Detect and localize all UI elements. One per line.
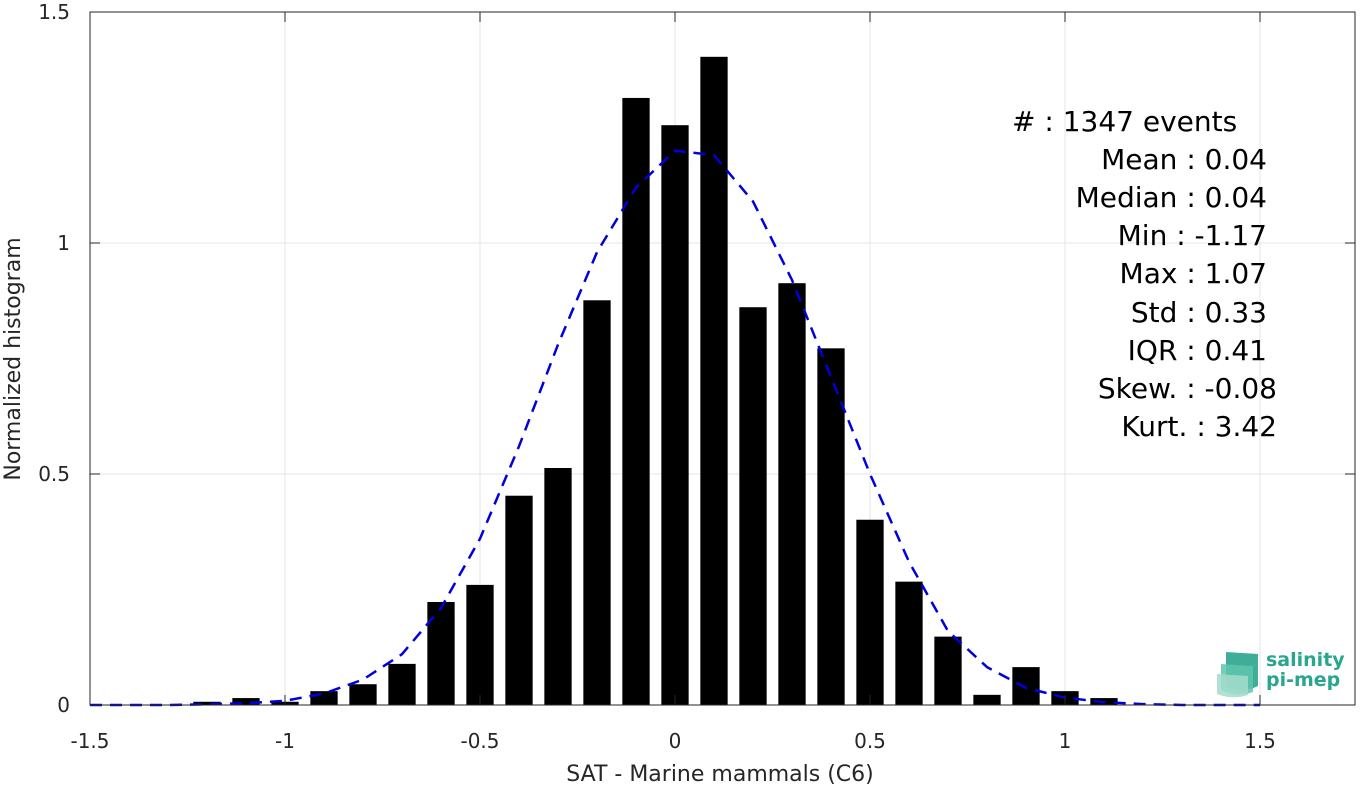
y-axis-title: Normalized histogram	[1, 237, 26, 480]
salinity-pimep-logo: salinity pi-mep	[1217, 649, 1345, 698]
axes	[89, 11, 1356, 706]
x-tick-label-6: 1.5	[1244, 729, 1276, 753]
logo-wave-icon	[1217, 652, 1258, 698]
x-tick-label-0: -1.5	[70, 729, 109, 753]
histogram-bar-1	[232, 698, 260, 705]
histogram-bar-15	[778, 283, 806, 705]
histogram-bar-5	[388, 663, 416, 705]
histogram-bar-0	[193, 701, 221, 705]
histogram-bars	[193, 56, 1118, 705]
stat-median: Median : 0.04	[1076, 181, 1267, 214]
statistics-box: # : 1347 events Mean : 0.04 Median : 0.0…	[1012, 105, 1277, 443]
histogram-bar-19	[934, 636, 962, 705]
histogram-bar-9	[544, 467, 572, 705]
y-tick-label-2: 1	[57, 231, 70, 255]
stat-count: # : 1347 events	[1012, 105, 1237, 138]
plot-frame	[89, 11, 1356, 706]
histogram-bar-20	[973, 694, 1001, 705]
stat-mean: Mean : 0.04	[1101, 143, 1267, 176]
histogram-bar-14	[739, 307, 767, 705]
histogram-bar-4	[349, 684, 377, 705]
y-tick-label-0: 0	[57, 693, 70, 717]
histogram-bar-18	[895, 581, 923, 705]
histogram-bar-13	[700, 56, 728, 705]
stat-kurtosis: Kurt. : 3.42	[1121, 410, 1277, 443]
stat-iqr: IQR : 0.41	[1128, 334, 1267, 367]
stat-min: Min : -1.17	[1118, 219, 1267, 252]
logo-text-line1: salinity	[1266, 649, 1345, 671]
histogram-bar-21	[1012, 667, 1040, 705]
logo-text-line2: pi-mep	[1266, 669, 1340, 691]
histogram-bar-16	[817, 348, 845, 705]
y-tick-label-3: 1.5	[38, 0, 70, 24]
histogram-bar-7	[466, 584, 494, 705]
stat-max: Max : 1.07	[1120, 257, 1267, 290]
x-tick-label-2: -0.5	[460, 729, 499, 753]
stat-skewness: Skew. : -0.08	[1098, 372, 1277, 405]
x-tick-label-1: -1	[275, 729, 295, 753]
histogram-bar-17	[856, 519, 884, 705]
histogram-bar-3	[310, 691, 338, 705]
x-tick-label-3: 0	[669, 729, 682, 753]
x-axis-title: SAT - Marine mammals (C6)	[566, 762, 874, 785]
histogram-bar-8	[505, 495, 533, 705]
stat-std: Std : 0.33	[1131, 296, 1267, 329]
histogram-bar-11	[622, 97, 650, 705]
tick-labels: -1.5 -1 -0.5 0 0.5 1 1.5 0 0.5 1 1.5	[38, 0, 1276, 753]
histogram-bar-12	[661, 125, 689, 705]
x-tick-label-4: 0.5	[854, 729, 886, 753]
x-tick-label-5: 1	[1059, 729, 1072, 753]
histogram-bar-10	[583, 300, 611, 705]
y-tick-label-1: 0.5	[38, 462, 70, 486]
